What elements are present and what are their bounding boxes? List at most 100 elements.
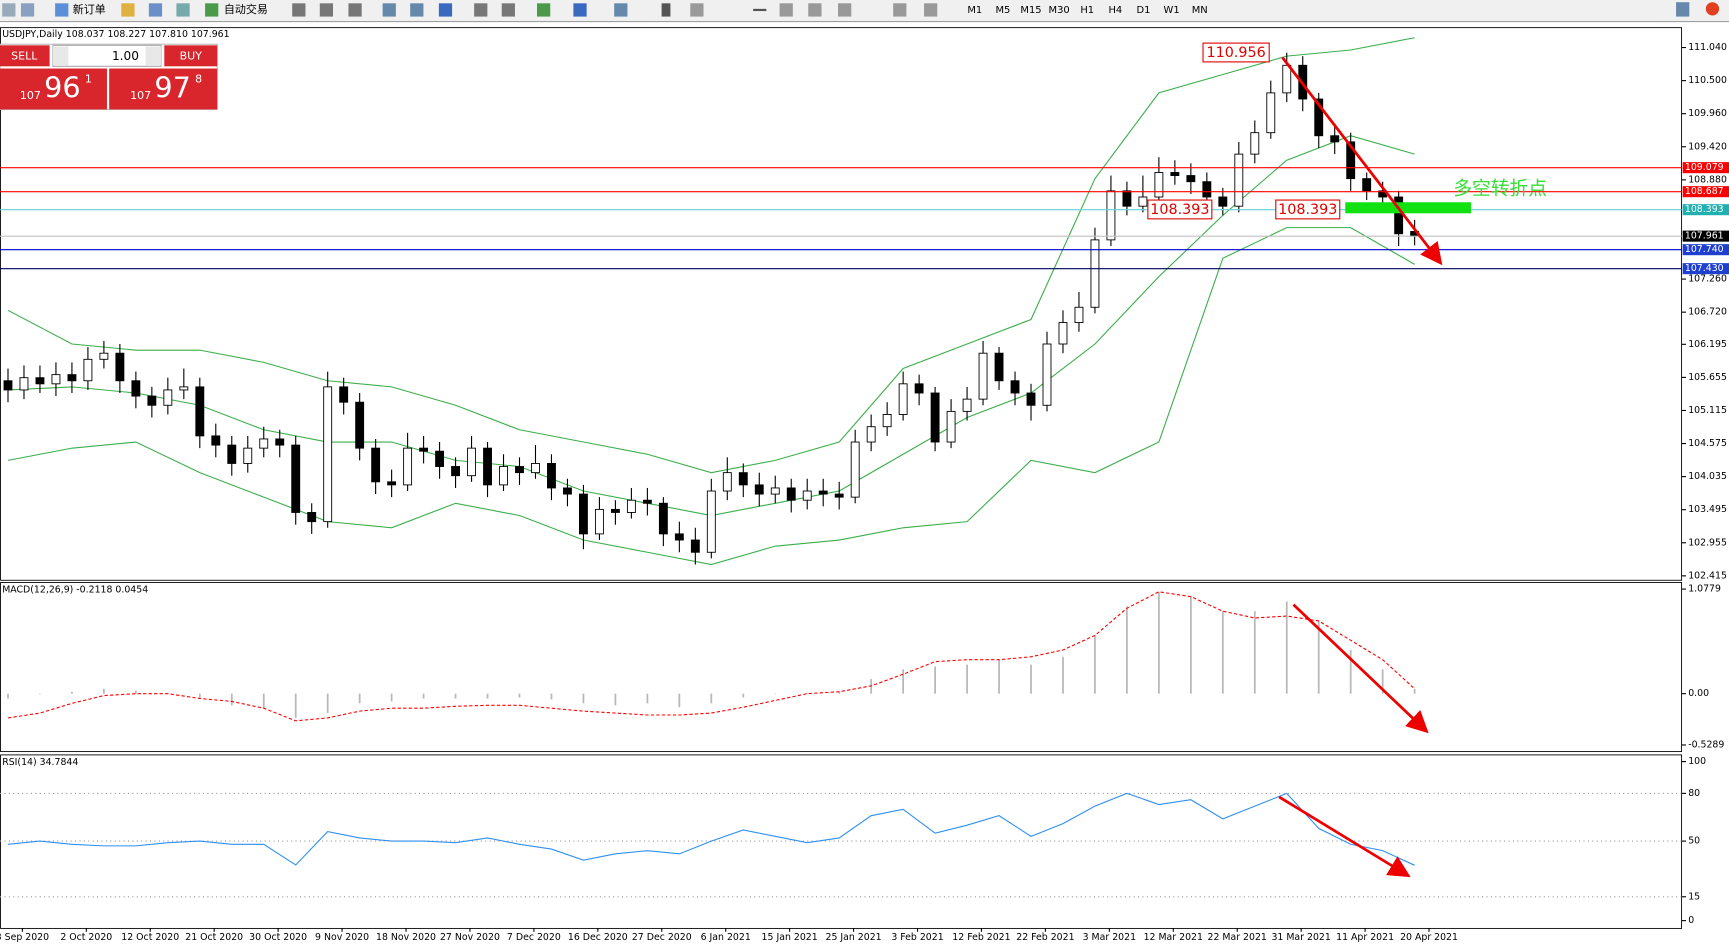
macd-bar xyxy=(1062,656,1064,694)
candle-body xyxy=(786,487,796,501)
macd-bar xyxy=(262,693,265,709)
auto-trading-icon[interactable] xyxy=(205,3,219,17)
timeframe-button[interactable]: M30 xyxy=(1049,5,1070,16)
macd-bar xyxy=(582,693,585,704)
candle-body xyxy=(1122,190,1132,207)
candle-body xyxy=(1250,132,1260,155)
candle-body xyxy=(978,352,988,400)
y-tick-label: 103.495 xyxy=(1688,504,1727,515)
candle-body xyxy=(1106,190,1116,241)
turning-point-label: 多空转折点 xyxy=(1453,177,1547,199)
y-tick-label: 104.035 xyxy=(1688,471,1727,482)
buy-button[interactable] xyxy=(164,45,218,67)
x-tick-label: 12 Feb 2021 xyxy=(952,932,1010,943)
lots-input[interactable] xyxy=(52,44,162,67)
timeframe-button[interactable]: D1 xyxy=(1137,5,1151,16)
y-tick-label: 15 xyxy=(1688,891,1700,902)
timeframe-button[interactable]: M1 xyxy=(967,5,982,16)
candle-body xyxy=(802,490,812,501)
timeframe-button[interactable]: MN xyxy=(1192,5,1208,16)
sell-button[interactable] xyxy=(0,45,50,67)
candle-body xyxy=(1042,343,1052,406)
x-tick-label: 15 Jan 2021 xyxy=(762,932,818,943)
chart-title: USDJPY,Daily 108.037 108.227 107.810 107… xyxy=(2,29,229,40)
macd-bar xyxy=(550,693,553,700)
candle-body xyxy=(818,490,828,495)
candle-body xyxy=(243,447,253,464)
trend-arrow xyxy=(1278,795,1411,878)
y-tick-label: 106.720 xyxy=(1688,307,1727,318)
x-tick-label: 3 Feb 2021 xyxy=(891,932,943,943)
timeframe-button[interactable]: M5 xyxy=(995,5,1010,16)
x-tick-label: 18 Nov 2020 xyxy=(376,932,436,943)
candle-body xyxy=(930,392,940,443)
trend-arrow xyxy=(1281,56,1443,266)
ask-box[interactable] xyxy=(109,68,218,110)
macd-bar xyxy=(103,688,105,694)
support-annotation: 108.393 xyxy=(1150,202,1209,218)
bollinger-band xyxy=(7,227,1415,566)
candle-body xyxy=(738,472,748,486)
trend-arrow xyxy=(1292,603,1429,734)
macd-bar xyxy=(454,693,457,699)
candle-body xyxy=(579,493,588,535)
timeframe-button[interactable]: W1 xyxy=(1164,5,1180,16)
y-tick-label: 105.655 xyxy=(1688,372,1727,383)
candle-body xyxy=(594,508,604,535)
candle-body xyxy=(227,444,237,464)
candle-body xyxy=(866,426,876,443)
candle-body xyxy=(1186,175,1196,183)
candle-body xyxy=(115,352,125,382)
x-tick-label: 22 Mar 2021 xyxy=(1208,932,1267,943)
candle-body xyxy=(259,438,269,449)
x-tick-label: 25 Jan 2021 xyxy=(826,932,882,943)
y-tick-label: 100 xyxy=(1688,756,1706,767)
candle-body xyxy=(3,380,13,391)
x-tick-label: 21 Oct 2020 xyxy=(185,932,243,943)
candle-body xyxy=(994,352,1004,382)
sell-label[interactable]: SELL xyxy=(11,49,38,62)
candle-body xyxy=(690,539,700,553)
macd-bar xyxy=(134,690,137,694)
candle-body xyxy=(547,463,556,489)
candle-body xyxy=(914,383,924,394)
candle-body xyxy=(467,447,476,477)
annotations: 110.956 108.393 108.393 多空转折点 xyxy=(1147,42,1547,878)
y-tick-label: -0.5289 xyxy=(1688,739,1724,750)
candle-body xyxy=(339,386,349,403)
candle-body xyxy=(882,414,892,428)
candle-body xyxy=(499,466,508,486)
macd-bar xyxy=(1126,606,1128,694)
x-tick-label: 31 Mar 2021 xyxy=(1271,932,1330,943)
candle-body xyxy=(163,389,173,406)
timeframe-button[interactable]: H4 xyxy=(1108,5,1122,16)
charts: 109.079 108.687 108.393 107.961 107.740 107.4… xyxy=(0,27,1729,943)
new-order-icon[interactable] xyxy=(55,3,69,17)
candle-body xyxy=(642,499,652,504)
candle-body xyxy=(754,484,764,495)
timeframe-button[interactable]: M15 xyxy=(1020,5,1041,16)
price-level-tag xyxy=(1682,230,1729,242)
candle-body xyxy=(355,401,365,449)
y-tick-label: 111.040 xyxy=(1688,42,1727,53)
macd-bar xyxy=(1158,591,1160,694)
candle-body xyxy=(371,447,381,483)
candle-body xyxy=(1362,178,1372,192)
macd-bar xyxy=(230,693,233,706)
buy-label[interactable]: BUY xyxy=(180,49,203,62)
bid-point: 1 xyxy=(85,73,92,86)
candle-body xyxy=(1202,181,1212,198)
candle-body xyxy=(1074,306,1084,324)
candle-body xyxy=(563,487,572,495)
candle-body xyxy=(626,499,636,513)
panel-frame xyxy=(0,582,1683,753)
rsi-line xyxy=(7,792,1415,866)
new-order-button[interactable]: 新订单 xyxy=(73,2,106,16)
auto-trading-button[interactable]: 自动交易 xyxy=(224,2,268,16)
y-tick-label: 108.880 xyxy=(1688,174,1727,185)
bid-box[interactable] xyxy=(0,68,107,110)
candle-body xyxy=(722,472,732,492)
macd-bar xyxy=(614,693,617,706)
macd-bar xyxy=(774,693,777,695)
timeframe-button[interactable]: H1 xyxy=(1080,5,1094,16)
